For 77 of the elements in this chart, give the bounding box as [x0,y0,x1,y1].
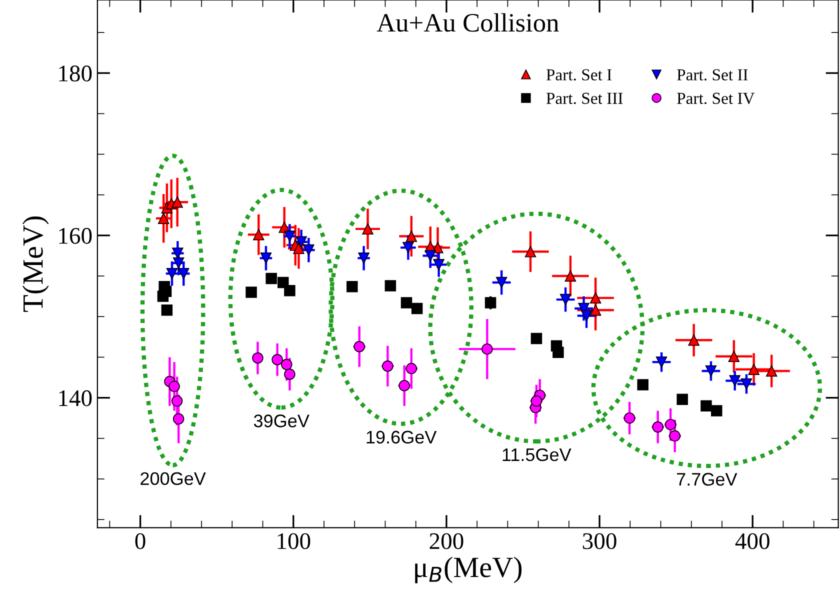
x-axis-title: μ$_{B}$(MeV) [415,556,522,584]
point [637,379,648,390]
point [530,332,542,344]
point [402,242,414,254]
point [400,297,412,308]
point [354,341,365,352]
point [172,196,183,208]
point [293,242,304,254]
point [281,358,292,370]
point [590,292,602,304]
point [303,244,314,256]
point [252,352,264,364]
point [384,280,396,292]
point [748,364,760,375]
point [700,400,712,412]
x-tick-label: 200 [430,533,464,550]
point [406,230,418,242]
point [246,286,257,298]
point [161,304,173,316]
point [411,302,423,314]
point [296,236,307,248]
x-tick-label: 100 [278,533,310,550]
point [482,343,493,355]
point [524,246,536,258]
point [362,223,374,235]
point [284,368,296,380]
point [171,395,183,407]
annotation: 7.7GeV [676,472,738,486]
point [157,290,169,302]
point [729,375,740,386]
x-tick-label: 400 [735,533,770,550]
point [172,248,184,259]
point [484,297,496,308]
point [172,413,184,425]
point [740,378,752,390]
point [688,334,700,346]
point [496,276,508,288]
point [728,350,740,362]
y-tick-label: 180 [59,66,92,82]
point [669,430,680,442]
point [766,365,778,377]
point [253,228,264,240]
point [676,394,688,406]
y-tick-label: 140 [59,390,92,406]
legend-label: Part. Set II [677,69,748,81]
point [560,294,572,306]
point [580,310,592,322]
point [284,230,296,242]
annotation: 19.6GeV [366,430,437,444]
x-tick-label: 0 [135,533,146,550]
point [590,304,602,316]
annotation: 200GeV [140,472,206,486]
chart-title: Au+Au Collision [376,13,559,32]
point [266,272,277,284]
y-axis-title: T(MeV) [22,216,49,312]
point [358,252,370,264]
point [346,280,358,292]
legend-label: Part. Set IV [677,92,755,104]
point [564,270,576,282]
point [705,365,717,377]
point [656,356,668,368]
x-tick-label: 300 [582,533,616,550]
annotation: 11.5GeV [502,448,572,462]
point [272,354,283,366]
point [382,360,394,372]
legend-label: Part. Set I [546,69,612,81]
point [552,346,564,358]
point [260,252,272,264]
point [284,284,296,296]
point [624,412,636,424]
point [530,395,542,407]
point [158,212,170,224]
point [168,380,180,392]
annotation: 39GeV [254,414,310,428]
y-tick-label: 160 [59,228,92,244]
legend-label: Part. Set III [546,92,623,104]
point [711,405,722,416]
